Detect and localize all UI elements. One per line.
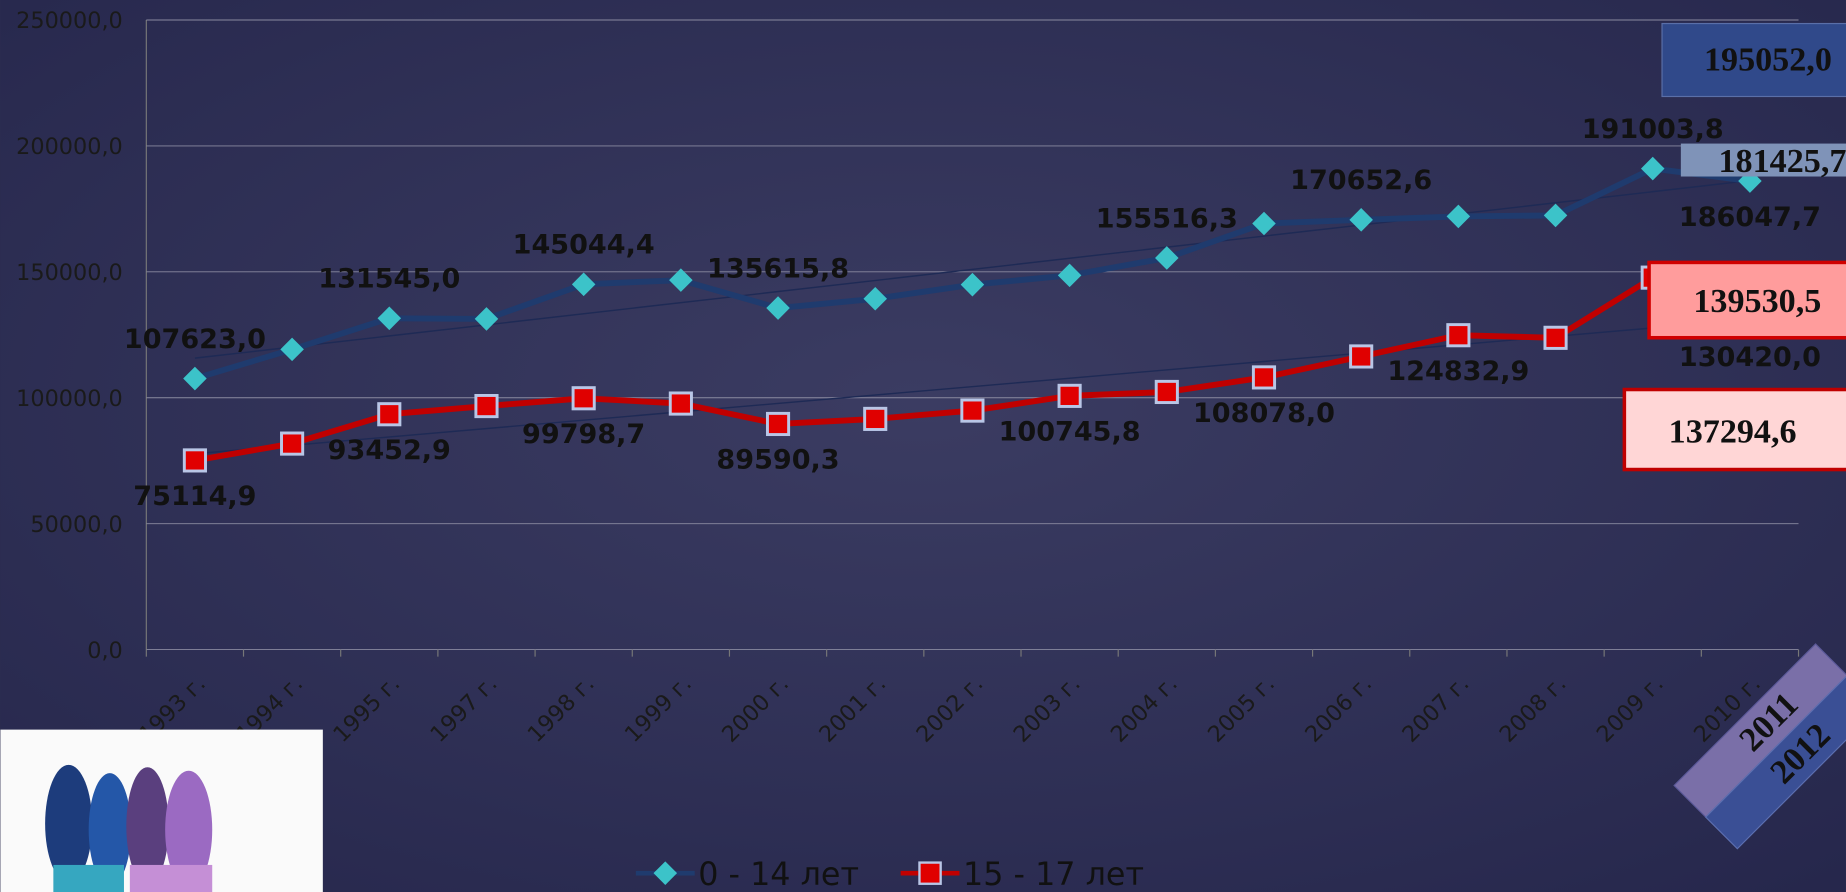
data-label: 93452,9 [328,435,451,466]
marker [1446,323,1471,348]
data-label: 131545,0 [318,264,460,295]
trend-line [194,318,1750,455]
data-label: 130420,0 [1679,342,1821,373]
data-label: 108078,0 [1193,398,1335,429]
marker [960,272,985,297]
annotation: 137294,6 [1669,413,1797,450]
marker [1155,246,1179,270]
mitten [88,773,132,887]
y-tick-label: 200000,0 [16,134,123,160]
marker [1057,383,1082,408]
data-label: 75114,9 [133,481,256,512]
marker [1349,344,1374,369]
forecast-boxes: 195052,0 181425,7 139530,5 137294,6 [1622,22,1846,472]
marker [1543,203,1568,228]
data-label: 124832,9 [1387,356,1529,387]
data-label: 107623,0 [124,324,266,355]
cuff [53,864,124,892]
marker [765,411,791,437]
legend-marker [653,861,678,885]
mitten [165,770,213,889]
y-tick-label: 250000,0 [16,8,123,34]
annotation-box [1622,387,1846,472]
data-label: 155516,3 [1096,203,1238,234]
marker [474,394,499,419]
data-label: 170652,6 [1290,165,1432,196]
data-label: 145044,4 [513,230,655,261]
year-band [1704,674,1846,850]
mitten [45,764,93,883]
data-label: 89590,3 [716,445,839,476]
photo [0,729,323,892]
annotation: 195052,0 [1704,42,1832,79]
marker [1640,156,1665,181]
marker [766,296,790,320]
marker [280,431,305,456]
marker [571,386,596,411]
y-tick-label: 150000,0 [16,260,123,286]
forecast-years: 2011 2012 [1673,643,1846,850]
annotation-box [1647,260,1846,340]
marker [571,272,596,297]
data-label: 191003,8 [1582,114,1724,145]
marker [377,306,402,331]
marker [1251,365,1277,390]
annotation: 181425,7 [1719,143,1846,180]
data-label: 135615,8 [707,253,849,284]
data-label: 100745,8 [999,417,1141,448]
marker [1057,263,1082,288]
marker [182,448,207,473]
annotation-box [1680,143,1846,177]
annotation: 139530,5 [1693,283,1821,320]
marker [1543,325,1568,350]
marker [668,391,693,416]
legend-marker [918,861,942,885]
marker [377,402,402,427]
annotation-box [1661,22,1846,98]
y-tick-label: 0,0 [87,638,123,664]
marker [863,287,888,311]
marker [280,337,304,362]
marker [1349,208,1373,232]
legend-label: 15 - 17 лет [963,857,1144,892]
mitten [126,767,169,885]
legend-label: 0 - 14 лет [698,857,859,892]
cuff [129,864,213,892]
marker [1154,379,1179,405]
marker [863,406,888,431]
legend: 0 - 14 лет 15 - 17 лет [635,857,1144,892]
y-tick-label: 100000,0 [16,386,123,412]
data-label: 99798,7 [522,419,645,450]
data-label: 186047,7 [1679,202,1821,233]
y-tick-label: 50000,0 [30,512,122,538]
marker [669,268,693,292]
marker [474,307,499,331]
trend-line [194,179,1751,359]
marker [960,398,985,423]
